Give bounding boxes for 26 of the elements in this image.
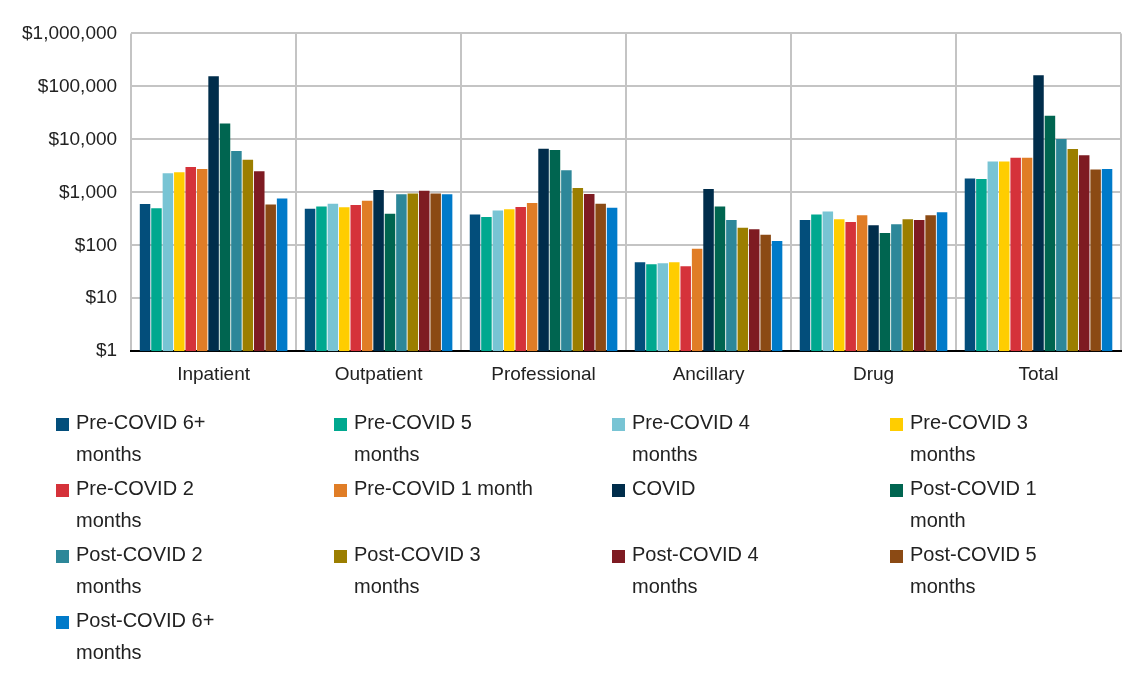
y-tick-label: $1	[95, 339, 118, 361]
x-tick-label: Ancillary	[672, 362, 745, 384]
legend-label: Pre-COVID 2 months	[76, 476, 195, 533]
legend-label: Pre-COVID 1 month	[354, 476, 533, 501]
y-tick-label: $1,000,000	[22, 21, 118, 43]
y-tick-label: $1,000	[58, 180, 118, 202]
x-tick-label: Professional	[491, 362, 596, 384]
legend-label: Post-COVID 6+ months	[76, 608, 216, 665]
y-tick-label: $10,000	[48, 127, 118, 149]
y-tick-label: $10	[85, 286, 118, 308]
legend-label: Post-COVID 2 months	[76, 542, 204, 599]
legend-label: Pre-COVID 6+ months	[76, 410, 207, 467]
legend-label: Post-COVID 1 month	[910, 476, 1038, 533]
x-tick-label: Drug	[852, 362, 895, 384]
legend-label: Pre-COVID 3 months	[910, 410, 1029, 467]
y-tick-label: $100	[74, 233, 118, 255]
legend-label: Post-COVID 4 months	[632, 542, 760, 599]
legend-label: COVID	[632, 476, 696, 501]
x-tick-label: Total	[1018, 362, 1059, 384]
x-tick-label: Outpatient	[334, 362, 424, 384]
legend-label: Post-COVID 3 months	[354, 542, 482, 599]
x-tick-label: Inpatient	[177, 362, 251, 384]
legend-label: Post-COVID 5 months	[910, 542, 1038, 599]
y-tick-label: $100,000	[37, 74, 118, 96]
legend-label: Pre-COVID 4 months	[632, 410, 751, 467]
legend-label: Pre-COVID 5 months	[354, 410, 473, 467]
